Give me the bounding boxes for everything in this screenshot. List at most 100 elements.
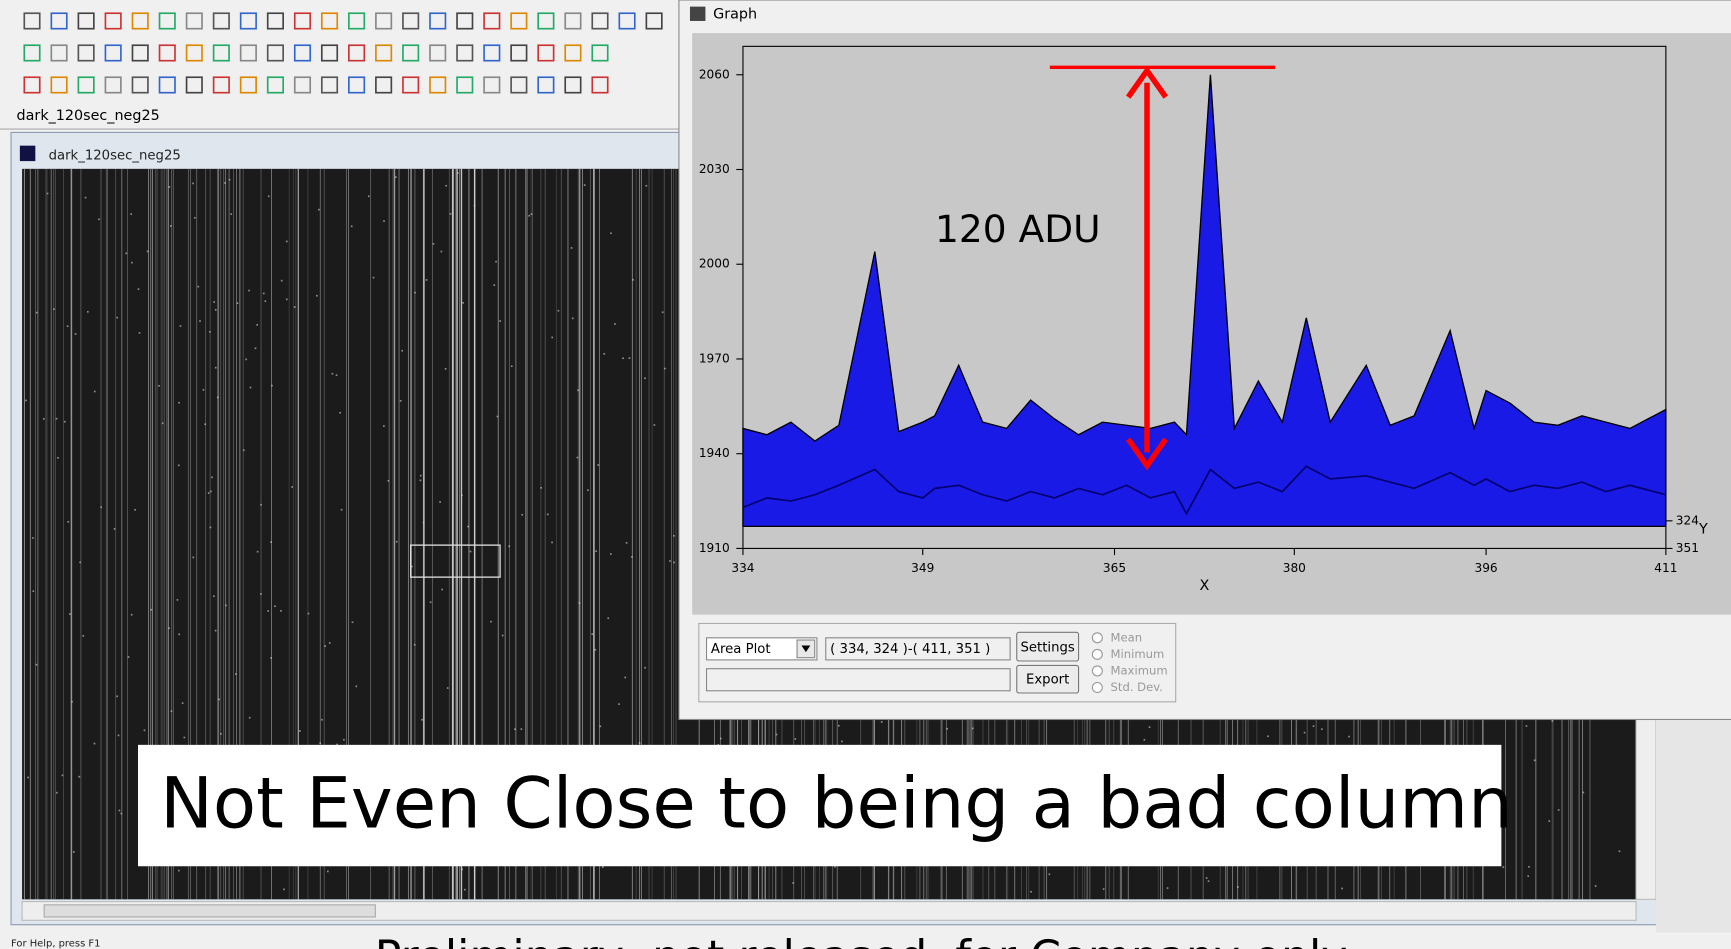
toolbar-button[interactable] xyxy=(429,76,447,94)
toolbar-button[interactable] xyxy=(456,12,474,30)
toolbar-button[interactable] xyxy=(50,44,68,62)
toolbar-button[interactable] xyxy=(185,76,203,94)
toolbar-button[interactable] xyxy=(510,12,528,30)
hot-pixel xyxy=(645,184,648,187)
hot-pixel xyxy=(1237,886,1239,888)
toolbar-button[interactable] xyxy=(564,44,582,62)
toolbar-button[interactable] xyxy=(239,44,257,62)
toolbar-button[interactable] xyxy=(375,12,393,30)
area-upper xyxy=(742,74,1667,528)
toolbar-button[interactable] xyxy=(456,44,474,62)
scroll-thumb[interactable] xyxy=(43,904,376,918)
hot-pixel xyxy=(93,390,96,393)
hot-pixel xyxy=(150,608,152,611)
hot-pixel xyxy=(245,358,247,361)
toolbar-button[interactable] xyxy=(23,44,41,62)
hot-pixel xyxy=(236,302,239,305)
hot-pixel xyxy=(395,540,398,543)
radio-button[interactable] xyxy=(1091,632,1103,644)
toolbar-button[interactable] xyxy=(645,12,663,30)
hot-pixel xyxy=(610,232,612,235)
toolbar-button[interactable] xyxy=(23,12,41,30)
window-icon xyxy=(19,145,36,162)
toolbar-button[interactable] xyxy=(348,12,366,30)
toolbar-button[interactable] xyxy=(158,12,176,30)
toolbar-button[interactable] xyxy=(402,12,420,30)
toolbar-button[interactable] xyxy=(212,76,230,94)
toolbar-button[interactable] xyxy=(158,44,176,62)
toolbar-button[interactable] xyxy=(375,44,393,62)
toolbar-button[interactable] xyxy=(320,44,339,62)
radio-button[interactable] xyxy=(1091,665,1103,677)
plot-type-select[interactable] xyxy=(705,637,818,661)
toolbar-button[interactable] xyxy=(510,76,528,94)
hot-pixel xyxy=(1321,728,1323,731)
toolbar-button[interactable] xyxy=(320,12,339,30)
toolbar-button[interactable] xyxy=(537,44,555,62)
radio-button[interactable] xyxy=(1091,648,1103,660)
toolbar-button[interactable] xyxy=(266,76,284,94)
hot-pixel xyxy=(520,728,523,730)
hot-pixel xyxy=(249,386,252,389)
toolbar-button[interactable] xyxy=(483,44,501,62)
toolbar-button[interactable] xyxy=(293,12,312,30)
hot-pixel xyxy=(210,490,212,493)
toolbar-button[interactable] xyxy=(239,12,257,30)
toolbar-button[interactable] xyxy=(618,12,636,30)
toolbar-button[interactable] xyxy=(402,76,420,94)
toolbar-button[interactable] xyxy=(23,76,41,94)
settings-button[interactable] xyxy=(1016,631,1080,662)
toolbar-button[interactable] xyxy=(293,76,312,94)
selection-box[interactable] xyxy=(410,544,501,578)
hot-pixel xyxy=(280,279,283,282)
toolbar-button[interactable] xyxy=(510,44,528,62)
toolbar-button[interactable] xyxy=(266,12,284,30)
toolbar-button[interactable] xyxy=(212,12,230,30)
h-scrollbar[interactable] xyxy=(21,900,1637,921)
toolbar-button[interactable] xyxy=(266,44,284,62)
toolbar-button[interactable] xyxy=(77,76,95,94)
toolbar-button[interactable] xyxy=(348,44,366,62)
toolbar-button[interactable] xyxy=(483,12,501,30)
toolbar-button[interactable] xyxy=(564,76,582,94)
hot-pixel xyxy=(514,728,516,731)
toolbar-button[interactable] xyxy=(131,44,149,62)
toolbar-button[interactable] xyxy=(320,76,339,94)
toolbar-button[interactable] xyxy=(456,76,474,94)
toolbar-button[interactable] xyxy=(131,76,149,94)
toolbar-button[interactable] xyxy=(483,76,501,94)
toolbar-button[interactable] xyxy=(429,12,447,30)
export-button[interactable] xyxy=(1016,664,1080,694)
hot-pixel xyxy=(87,310,89,313)
toolbar-button[interactable] xyxy=(185,44,203,62)
toolbar-button[interactable] xyxy=(591,12,609,30)
hot-pixel xyxy=(285,298,288,301)
toolbar-button[interactable] xyxy=(537,12,555,30)
toolbar-button[interactable] xyxy=(50,76,68,94)
toolbar-button[interactable] xyxy=(104,44,122,62)
toolbar-button[interactable] xyxy=(212,44,230,62)
toolbar-button[interactable] xyxy=(77,12,95,30)
toolbar-button[interactable] xyxy=(564,12,582,30)
radio-button[interactable] xyxy=(1091,681,1103,693)
toolbar-button[interactable] xyxy=(77,44,95,62)
toolbar-button[interactable] xyxy=(402,44,420,62)
toolbar-button[interactable] xyxy=(375,76,393,94)
document-tab[interactable]: dark_120sec_neg25 xyxy=(17,108,160,124)
toolbar-button[interactable] xyxy=(104,76,122,94)
toolbar-button[interactable] xyxy=(293,44,312,62)
toolbar-button[interactable] xyxy=(348,76,366,94)
toolbar-button[interactable] xyxy=(239,76,257,94)
toolbar-button[interactable] xyxy=(185,12,203,30)
toolbar-button[interactable] xyxy=(537,76,555,94)
y-tick-label: 1970 xyxy=(699,351,730,365)
toolbar-button[interactable] xyxy=(158,76,176,94)
toolbar-button[interactable] xyxy=(591,44,609,62)
toolbar-button[interactable] xyxy=(131,12,149,30)
toolbar-button[interactable] xyxy=(50,12,68,30)
status-field xyxy=(705,668,1011,692)
toolbar-button[interactable] xyxy=(429,44,447,62)
toolbar-button[interactable] xyxy=(591,76,609,94)
toolbar-button[interactable] xyxy=(104,12,122,30)
dropdown-arrow xyxy=(801,645,811,653)
